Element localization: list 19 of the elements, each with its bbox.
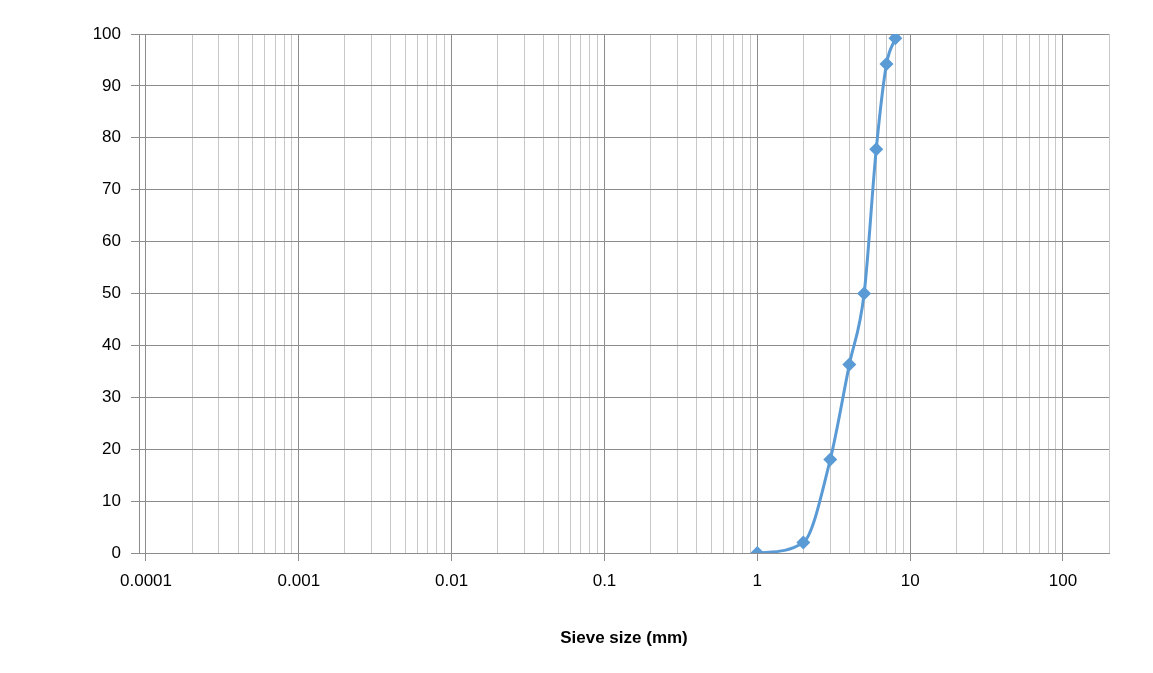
x-tick-label: 0.1 bbox=[592, 570, 617, 590]
y-tick-label: 90 bbox=[102, 75, 121, 95]
y-tick-label: 80 bbox=[102, 127, 121, 147]
y-tick-label: 70 bbox=[102, 179, 121, 199]
x-tick-label: 0.0001 bbox=[119, 570, 172, 590]
y-tick-label: 50 bbox=[102, 283, 121, 303]
y-tick-label: 40 bbox=[102, 335, 121, 355]
y-tick-label: 100 bbox=[92, 23, 121, 43]
x-tick-label: 100 bbox=[1048, 570, 1078, 590]
x-tick-label: 0.01 bbox=[435, 570, 469, 590]
x-tick-label: 10 bbox=[900, 570, 920, 590]
x-axis-title: Sieve size (mm) bbox=[560, 628, 688, 648]
x-tick-label: 1 bbox=[752, 570, 763, 590]
y-tick-label: 30 bbox=[102, 386, 121, 406]
y-tick-label: 60 bbox=[102, 231, 121, 251]
y-tick-label: 10 bbox=[102, 490, 121, 510]
y-tick-label: 0 bbox=[111, 542, 121, 562]
y-tick-label: 20 bbox=[102, 438, 121, 458]
x-tick-label: 0.001 bbox=[277, 570, 321, 590]
